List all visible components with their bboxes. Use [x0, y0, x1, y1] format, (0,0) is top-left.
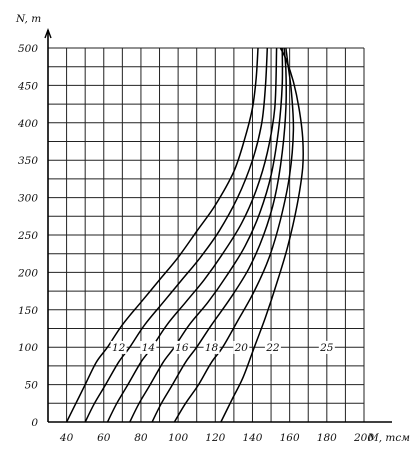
x-tick-labels: 40 60 80 100 120 140 160 180 200: [59, 432, 374, 444]
curves: [65, 47, 305, 423]
curve-label-20: 20: [234, 342, 249, 354]
x-tick-label: 40: [59, 432, 74, 444]
curve-label-bg: [110, 340, 127, 354]
y-tick-label: 400: [17, 118, 38, 130]
curve-label-bg: [203, 340, 220, 354]
x-tick-label: 180: [317, 432, 337, 444]
curve-25: [220, 47, 305, 423]
x-tick-label: 160: [280, 432, 300, 444]
curve-12: [65, 47, 259, 423]
y-tick-labels: 0 50 100 150 200 250 300 350 400 450 500: [17, 43, 38, 429]
x-tick-label: 120: [205, 432, 225, 444]
curve-20: [151, 47, 287, 423]
curve-label-bg: [233, 340, 250, 354]
curve-label-12: 12: [112, 342, 126, 354]
y-tick-label: 300: [18, 193, 38, 205]
curve-14: [84, 47, 269, 423]
x-tick-label: 100: [168, 432, 188, 444]
curve-16: [106, 47, 278, 423]
y-tick-label: 100: [18, 342, 38, 354]
curve-label-22: 22: [265, 342, 280, 354]
y-tick-label: 150: [18, 305, 38, 317]
y-axis-label: N, т: [15, 13, 41, 25]
x-tick-label: 60: [97, 432, 111, 444]
y-axis-arrow: [44, 28, 52, 39]
y-tick-label: 0: [31, 417, 38, 429]
curve-label-bg: [264, 340, 281, 354]
y-tick-label: 450: [17, 80, 38, 92]
curve-label-25: 25: [319, 342, 334, 354]
curve-label-14: 14: [142, 342, 155, 354]
y-tick-label: 250: [17, 230, 38, 242]
curve-label-18: 18: [205, 342, 219, 354]
y-tick-label: 50: [25, 380, 39, 392]
y-tick-label: 350: [18, 155, 38, 167]
curve-labels: 12 14 16 18 20 22 25: [110, 340, 335, 354]
curve-22: [173, 47, 295, 423]
curve-label-bg: [318, 340, 335, 354]
x-tick-label: 80: [134, 432, 148, 444]
curve-18: [129, 47, 284, 423]
curve-label-bg: [173, 340, 190, 354]
curve-label-bg: [140, 340, 157, 354]
x-tick-label: 140: [242, 432, 262, 444]
axes: [44, 28, 392, 423]
x-axis-label: M, тсм: [367, 432, 410, 444]
curve-label-16: 16: [175, 342, 189, 354]
grid: [48, 47, 365, 422]
y-tick-label: 500: [18, 43, 38, 55]
y-tick-label: 200: [17, 267, 38, 279]
x-tick-label: 200: [353, 432, 374, 444]
